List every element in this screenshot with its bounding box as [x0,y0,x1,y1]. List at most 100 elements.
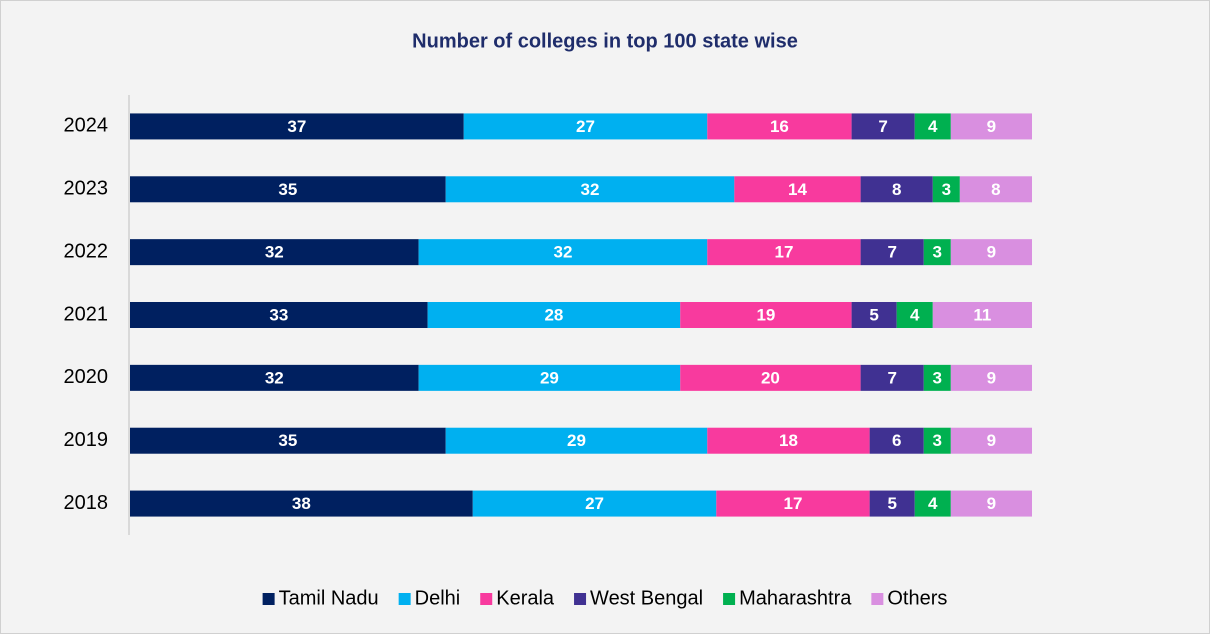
legend-swatch [480,593,493,605]
data-label: 8 [892,180,901,199]
legend-swatch [723,593,736,605]
data-label: 38 [292,494,311,513]
bar-segment [130,239,419,266]
legend-label: Tamil Nadu [279,587,379,609]
data-label: 17 [784,494,803,513]
data-label: 33 [269,305,288,324]
data-label: 9 [987,494,996,513]
data-label: 8 [991,180,1000,199]
data-label: 29 [567,431,586,450]
y-tick-label: 2018 [64,492,109,514]
data-label: 4 [910,305,920,324]
bar-segment [716,490,870,517]
bar-segment [860,364,924,391]
y-tick-label: 2021 [64,303,109,325]
data-label: 35 [278,180,297,199]
bar-segment [923,239,951,266]
bar-segment [851,113,915,140]
data-label: 9 [987,117,996,136]
bar-segment [130,427,446,454]
data-label: 32 [581,180,600,199]
bar-segment [950,490,1032,517]
chart-title: Number of colleges in top 100 state wise [412,30,798,52]
data-label: 27 [585,494,604,513]
bar-segment [932,302,1032,328]
bar-segment [950,364,1032,391]
data-label: 18 [779,431,798,450]
bar-segment [472,490,717,517]
bar-segment [445,427,708,454]
data-label: 3 [933,368,942,387]
y-tick-label: 2024 [64,115,109,137]
data-label: 4 [928,494,938,513]
data-label: 9 [987,431,996,450]
legend-label: West Bengal [590,587,703,609]
y-tick-label: 2022 [64,240,109,262]
data-label: 37 [287,117,306,136]
legend-label: Maharashtra [739,587,852,609]
data-label: 5 [887,494,896,513]
bar-segment [130,490,473,517]
bar-segment [923,427,951,454]
data-label: 29 [540,368,559,387]
data-label: 16 [770,117,789,136]
data-label: 20 [761,368,780,387]
data-label: 32 [553,243,572,262]
bar-segment [734,176,861,203]
bar-segment [869,427,924,454]
data-label: 19 [756,305,775,324]
bar-segment [851,302,897,328]
data-label: 7 [887,243,896,262]
legend-swatch [871,593,884,605]
bar-segment [950,113,1032,140]
bar-segment [932,176,960,203]
data-label: 7 [878,117,887,136]
bar-segment [914,490,951,517]
data-label: 11 [973,305,991,324]
data-label: 7 [887,368,896,387]
bar-segment [914,113,951,140]
legend-swatch [574,593,587,605]
bar-segment [418,364,681,391]
bar-segment [680,364,861,391]
data-label: 5 [869,305,878,324]
bar-segment [463,113,708,140]
bar-segment [427,302,681,328]
legend-label: Kerala [496,587,555,609]
bar-segment [896,302,933,328]
data-label: 32 [265,368,284,387]
bar-segment [950,239,1032,266]
bar-segment [418,239,708,266]
bar-segment [130,176,446,203]
y-tick-label: 2019 [64,429,109,451]
data-label: 3 [933,243,942,262]
data-label: 4 [928,117,938,136]
legend-label: Delhi [415,587,461,609]
bar-segment [860,239,924,266]
y-tick-label: 2023 [64,178,109,200]
bar-segment [950,427,1032,454]
data-label: 28 [544,305,563,324]
bar-segment [707,427,870,454]
data-label: 9 [987,243,996,262]
data-label: 3 [933,431,942,450]
bar-segment [869,490,915,517]
data-label: 3 [942,180,951,199]
data-label: 9 [987,368,996,387]
bar-segment [130,302,428,328]
bar-segment [130,364,419,391]
data-label: 14 [788,180,807,199]
bar-segment [130,113,464,140]
data-label: 32 [265,243,284,262]
bar-segment [707,113,852,140]
bar-segment [860,176,933,203]
data-label: 6 [892,431,901,450]
bar-segment [445,176,735,203]
data-label: 17 [774,243,793,262]
legend-swatch [262,593,275,605]
legend-swatch [398,593,411,605]
bar-segment [680,302,852,328]
y-tick-label: 2020 [64,366,109,388]
data-label: 27 [576,117,595,136]
